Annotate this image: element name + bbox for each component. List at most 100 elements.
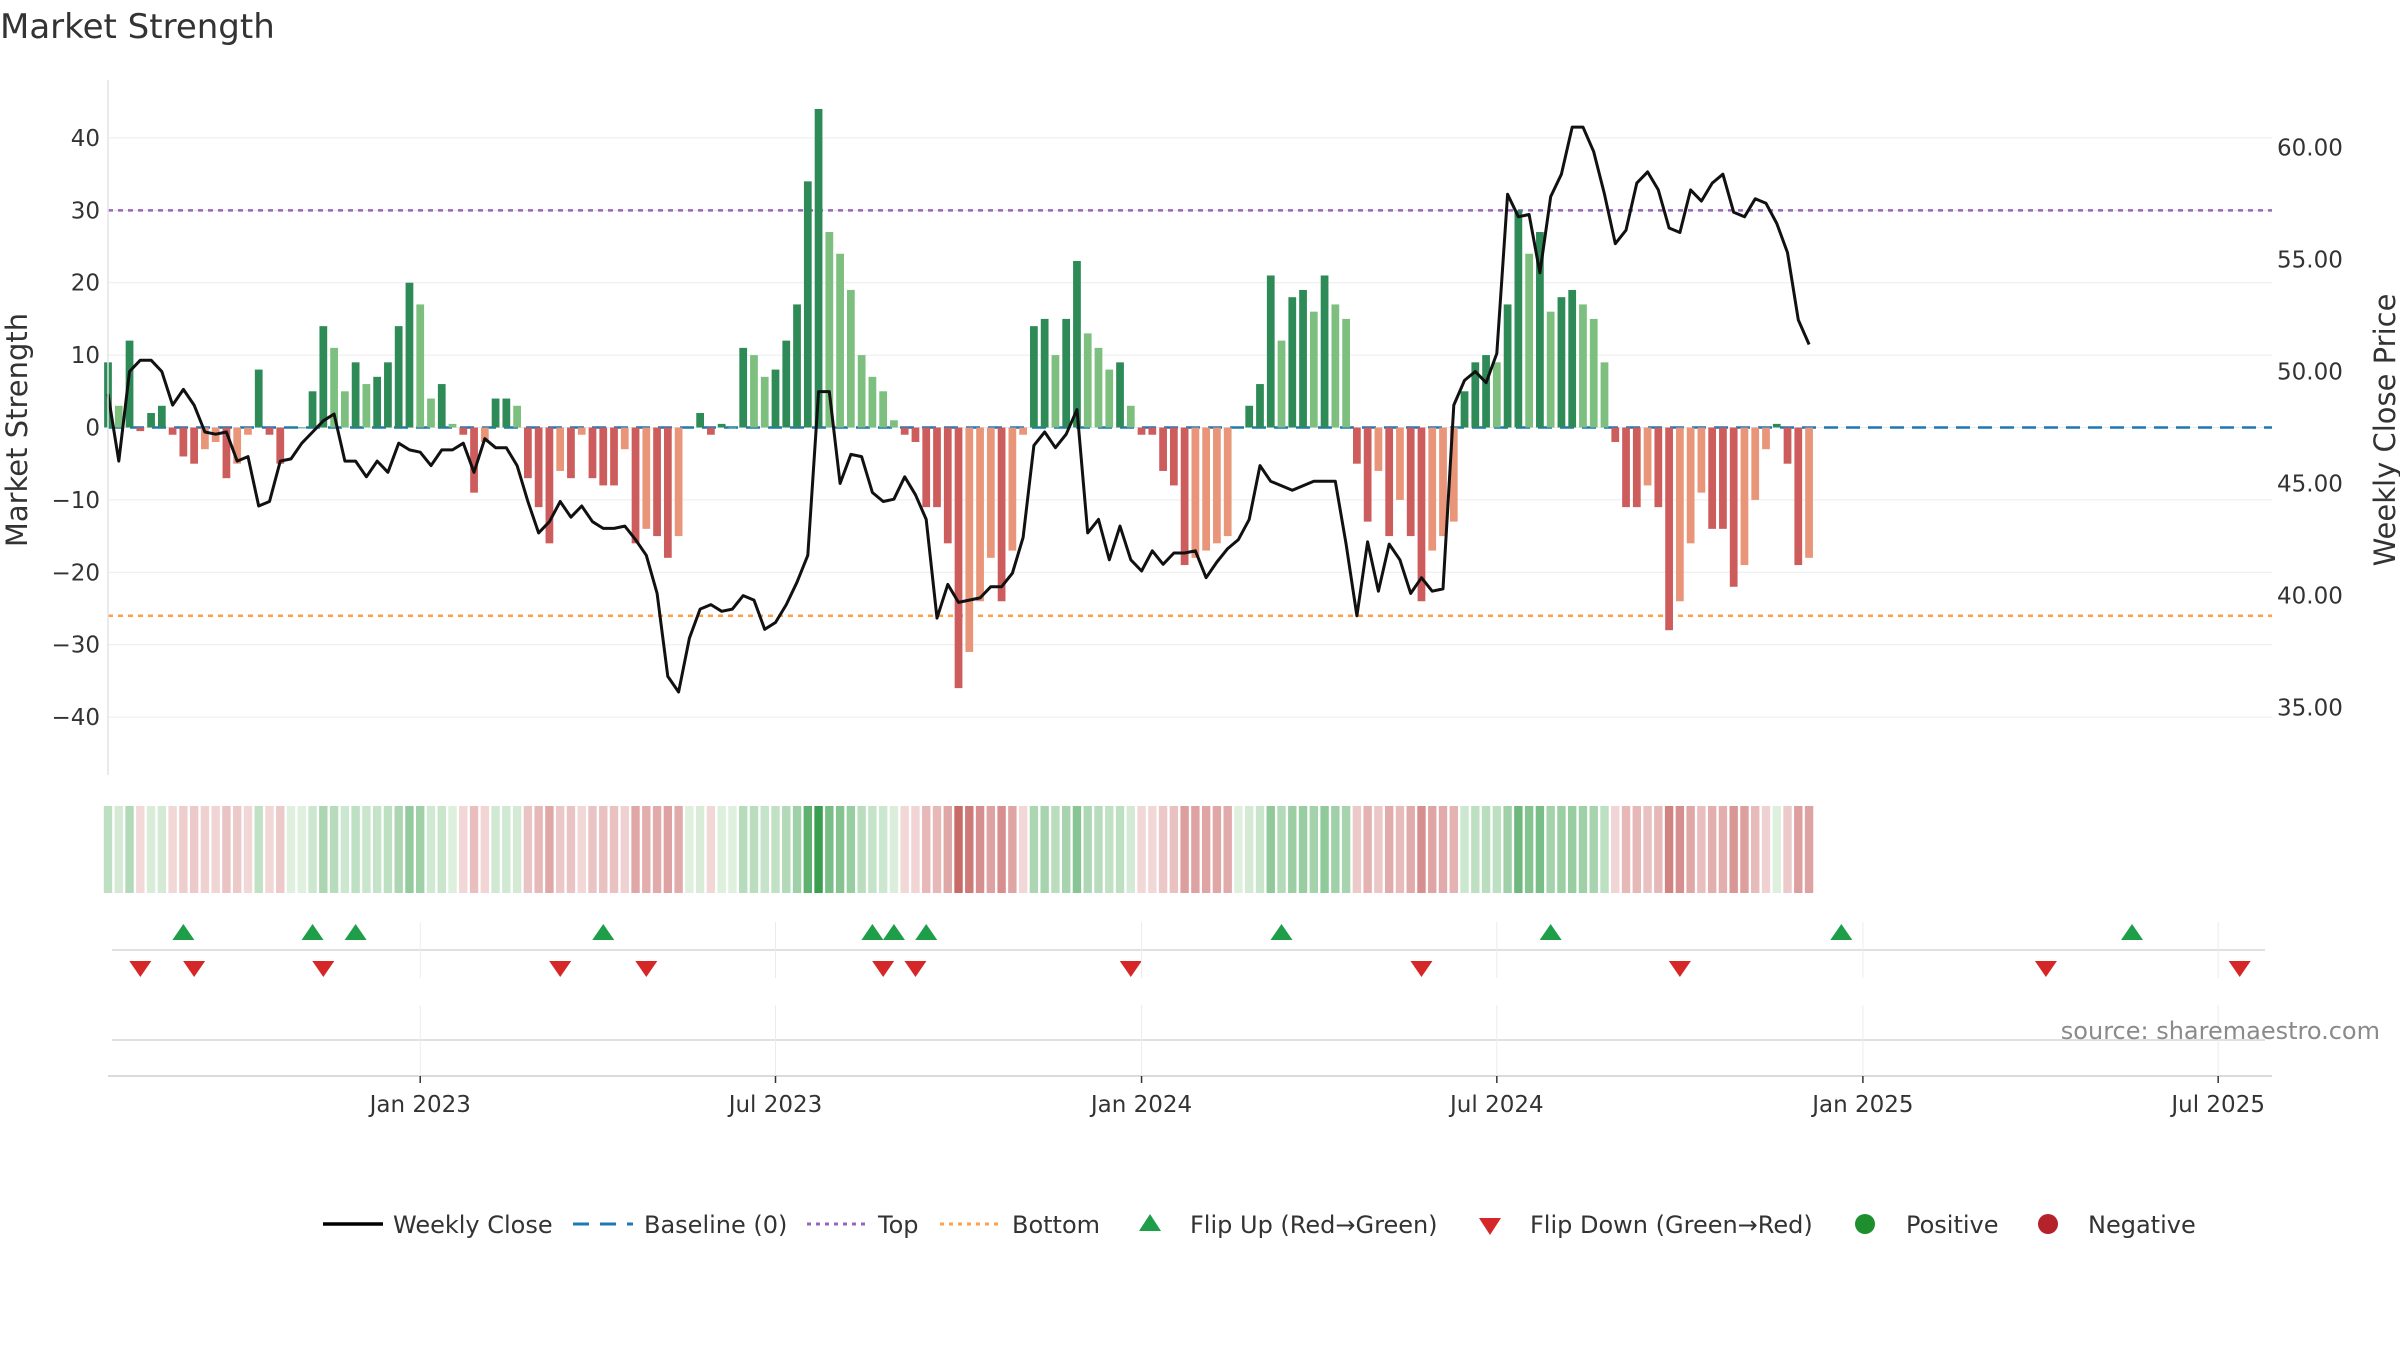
strength-bar: [1805, 427, 1813, 558]
strength-bar: [513, 405, 521, 428]
strength-bar: [1288, 297, 1297, 428]
heat-cell: [1751, 806, 1760, 893]
heat-cell: [674, 806, 683, 893]
flip-up-marker: [344, 924, 367, 940]
strength-bar: [254, 369, 263, 428]
heat-cell: [599, 806, 608, 893]
heat-cell: [846, 806, 856, 893]
strength-bar: [846, 289, 855, 428]
heat-cell: [200, 806, 210, 893]
heat-cell: [997, 806, 1006, 893]
strength-bar: [976, 427, 984, 602]
heat-cell: [157, 806, 167, 893]
heat-cell: [437, 806, 446, 893]
legend-item-positive: Positive: [1855, 1211, 1999, 1239]
strength-bar: [879, 391, 888, 428]
legend-label-flip-down: Flip Down (Green→Red): [1530, 1211, 1813, 1239]
heat-cell: [1341, 806, 1351, 893]
strength-bar: [1514, 210, 1523, 428]
right-axis-title: Weekly Close Price: [2368, 294, 2400, 567]
strength-bar: [911, 427, 920, 442]
strength-bar: [1019, 427, 1028, 435]
heat-cell: [1083, 806, 1092, 893]
strength-bar: [114, 405, 123, 428]
legend-label-negative: Negative: [2088, 1211, 2196, 1239]
flip-down-marker: [872, 961, 895, 977]
legend-item-baseline: Baseline (0): [573, 1211, 787, 1239]
strength-bar: [588, 427, 597, 479]
heat-cell: [1438, 806, 1448, 893]
heat-cell: [1578, 806, 1588, 893]
strength-bar: [857, 355, 866, 428]
strength-bar: [577, 427, 586, 435]
left-axis: 40 30 20 10 0 −10 −20 −30 −40: [51, 80, 109, 775]
strength-bar: [760, 376, 769, 428]
heat-cell: [1675, 806, 1685, 893]
strength-bar: [1277, 340, 1286, 428]
strength-bar: [524, 427, 532, 479]
heat-cell: [1309, 806, 1319, 893]
heat-cell: [943, 806, 952, 893]
strength-bar: [663, 427, 672, 558]
strength-bar: [1482, 355, 1490, 428]
strength-bar: [319, 326, 328, 428]
heat-cell: [1718, 806, 1728, 893]
heat-cell: [1126, 806, 1135, 893]
strength-bars: [104, 108, 1813, 689]
heat-cell: [1621, 806, 1631, 893]
heat-cell: [265, 806, 274, 893]
strength-bar: [954, 427, 963, 689]
heat-cell: [1460, 806, 1469, 893]
heat-cell: [459, 806, 468, 893]
heat-cell: [663, 806, 673, 893]
heat-cell: [706, 806, 716, 893]
heat-cell: [878, 806, 888, 893]
heat-cell: [609, 806, 619, 893]
strength-bar: [653, 427, 661, 537]
strength-bar: [1137, 427, 1146, 435]
heat-cell: [1740, 806, 1749, 893]
x-axis: Jan 2023 Jul 2023 Jan 2024 Jul 2024 Jan 2025…: [108, 922, 2272, 1118]
strength-bar: [1256, 384, 1264, 428]
strength-bar: [340, 391, 349, 428]
heat-cell: [1417, 806, 1426, 893]
strength-bar: [750, 355, 758, 428]
strength-bar: [814, 108, 823, 428]
strength-bar: [1363, 427, 1372, 522]
heat-cell: [1406, 806, 1415, 893]
strength-bar: [1062, 318, 1071, 428]
strength-bar: [1299, 289, 1307, 428]
heat-cell: [1546, 806, 1555, 893]
strength-bar: [1525, 253, 1534, 428]
heat-cell: [900, 806, 909, 893]
strength-bar: [1762, 427, 1770, 450]
strength-bar: [1439, 427, 1447, 537]
strength-bar: [922, 427, 931, 508]
strength-bar: [416, 304, 425, 428]
heat-cell: [814, 806, 823, 893]
strength-bar: [728, 427, 737, 429]
heat-cell: [760, 806, 769, 893]
flip-down-marker: [1668, 961, 1691, 977]
heat-cell: [1804, 806, 1814, 893]
heat-cell: [1395, 806, 1405, 893]
strength-bar: [125, 340, 134, 428]
heat-cell: [1040, 806, 1049, 893]
strength-bar: [1320, 275, 1329, 428]
heat-cell: [1115, 806, 1125, 893]
heat-cell: [749, 806, 759, 893]
heat-cell: [405, 806, 414, 893]
legend-label-baseline: Baseline (0): [644, 1211, 787, 1239]
heat-cell: [168, 806, 177, 893]
strength-bar: [1396, 427, 1404, 500]
heat-cell: [286, 806, 296, 893]
strength-bar: [1622, 427, 1630, 508]
legend-label-flip-up: Flip Up (Red→Green): [1190, 1211, 1438, 1239]
strength-bar: [1503, 304, 1512, 428]
heat-cell: [1320, 806, 1329, 893]
strength-bar: [1331, 304, 1340, 428]
flip-down-icon: [1479, 1218, 1501, 1235]
negative-dot-icon: [2038, 1214, 2058, 1234]
heat-cell: [103, 806, 113, 893]
heat-cell: [1449, 806, 1458, 893]
